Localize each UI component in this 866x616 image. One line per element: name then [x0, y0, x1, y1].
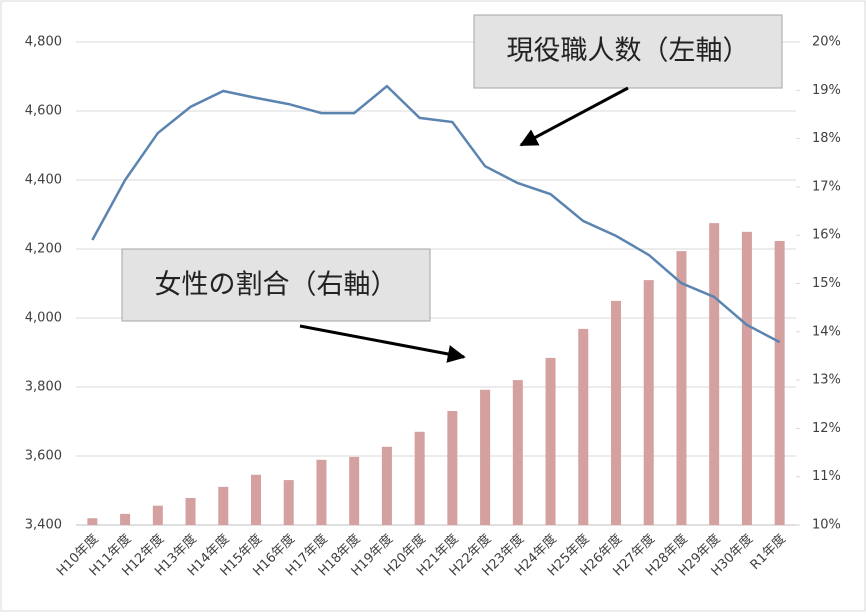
y2-tick-label: 15%	[812, 276, 841, 291]
bar	[709, 223, 720, 525]
bar	[578, 328, 589, 525]
bar	[447, 411, 458, 525]
annotation-box	[473, 14, 783, 89]
bar	[611, 300, 621, 525]
bar	[480, 389, 491, 525]
bar	[185, 497, 196, 525]
bar	[251, 474, 261, 525]
bar	[381, 446, 392, 525]
y2-tick-label: 19%	[812, 83, 841, 98]
annotation-box	[121, 248, 431, 322]
line	[91, 84, 781, 344]
bar	[152, 505, 163, 525]
bar	[643, 280, 654, 525]
y-tick-label: 3,600	[25, 449, 62, 464]
y-tick-label: 4,000	[25, 311, 62, 326]
bar	[741, 231, 752, 525]
y-tick-label: 4,200	[25, 242, 62, 257]
bar	[349, 456, 360, 525]
annotation: 現役職人数（左軸）	[507, 36, 750, 67]
bar	[545, 357, 556, 525]
annotation: 女性の割合（右軸）	[155, 270, 398, 301]
bar	[512, 380, 523, 525]
y2-tick-label: 14%	[812, 324, 841, 339]
y2-tick-label: 11%	[812, 469, 841, 484]
arrow	[299, 324, 466, 363]
arrow	[519, 86, 629, 147]
y-tick-label: 3,800	[25, 380, 62, 395]
y2-tick-label: 18%	[812, 131, 841, 146]
y-tick-label: 4,800	[25, 35, 62, 50]
bar	[120, 513, 131, 525]
y-tick-label: 4,400	[25, 173, 62, 188]
y2-tick-label: 17%	[812, 179, 841, 194]
bar	[414, 431, 425, 525]
bar	[283, 480, 294, 525]
y2-tick-label: 10%	[812, 518, 841, 533]
y-tick-label: 4,600	[25, 104, 62, 119]
bar	[87, 518, 98, 525]
y2-tick-label: 20%	[812, 35, 841, 50]
y2-tick-label: 12%	[812, 421, 841, 436]
bar	[218, 486, 229, 525]
y2-tick-label: 13%	[812, 373, 841, 388]
y2-tick-label: 16%	[812, 228, 841, 243]
bar	[316, 459, 327, 525]
bar	[676, 251, 687, 525]
y-tick-label: 3,400	[25, 518, 62, 533]
bar	[774, 240, 785, 525]
